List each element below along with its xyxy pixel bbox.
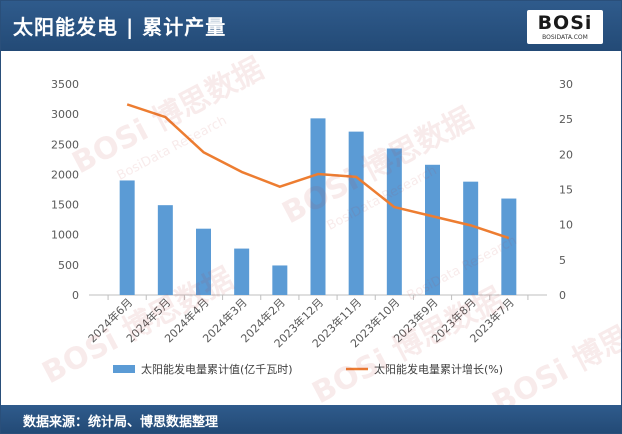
bar bbox=[272, 265, 288, 295]
x-axis: 2024年6月2024年5月2024年4月2024年3月2024年2月2023年… bbox=[85, 295, 529, 350]
left-tick-label: 0 bbox=[72, 289, 79, 302]
footer-bar: 数据来源：统计局、博思数据整理 bbox=[1, 405, 621, 433]
right-axis: 0 5 10 15 20 25 30 bbox=[559, 78, 573, 302]
left-tick-label: 3000 bbox=[51, 108, 79, 121]
combo-chart: 0 500 1000 1500 2000 2500 3000 3500 0 5 10 15 20 25 3… bbox=[51, 78, 573, 376]
growth-line bbox=[126, 103, 510, 240]
right-tick-label: 25 bbox=[559, 113, 573, 126]
right-tick-label: 10 bbox=[559, 219, 573, 232]
bar bbox=[425, 164, 440, 295]
header-bar: 太阳能发电 | 累计产量 BOSi BOSIDATA.COM bbox=[1, 1, 621, 51]
left-tick-label: 3500 bbox=[51, 78, 79, 91]
left-tick-label: 2500 bbox=[51, 138, 79, 151]
bar bbox=[501, 198, 517, 295]
left-tick-label: 1500 bbox=[51, 199, 79, 212]
right-tick-label: 30 bbox=[559, 78, 573, 91]
right-tick-label: 5 bbox=[559, 254, 566, 267]
left-tick-label: 1000 bbox=[51, 229, 79, 242]
logo-text: BOSi bbox=[537, 12, 593, 34]
bar bbox=[310, 118, 326, 295]
bar bbox=[119, 180, 135, 295]
legend-bar-label: 太阳能发电量累计值(亿千瓦时) bbox=[141, 362, 293, 376]
legend: 太阳能发电量累计值(亿千瓦时) 太阳能发电量累计增长(%) bbox=[113, 362, 503, 376]
left-tick-label: 500 bbox=[58, 259, 79, 272]
data-source: 数据来源：统计局、博思数据整理 bbox=[23, 415, 219, 430]
bar bbox=[386, 148, 402, 295]
bar bbox=[348, 131, 364, 295]
right-tick-label: 0 bbox=[559, 289, 566, 302]
bar bbox=[196, 228, 211, 295]
logo-subtext: BOSIDATA.COM bbox=[542, 34, 588, 41]
left-tick-label: 2000 bbox=[51, 168, 79, 181]
left-axis: 0 500 1000 1500 2000 2500 3000 3500 bbox=[51, 78, 79, 302]
bar-series bbox=[119, 118, 517, 295]
brand-logo: BOSi BOSIDATA.COM bbox=[527, 10, 603, 44]
legend-bar-swatch bbox=[113, 365, 135, 373]
right-tick-label: 20 bbox=[559, 148, 573, 161]
bar bbox=[463, 181, 479, 295]
page-title: 太阳能发电 | 累计产量 bbox=[13, 15, 227, 39]
bar bbox=[157, 205, 173, 295]
legend-line-label: 太阳能发电量累计增长(%) bbox=[374, 362, 503, 376]
bar bbox=[234, 248, 250, 295]
right-tick-label: 15 bbox=[559, 184, 573, 197]
